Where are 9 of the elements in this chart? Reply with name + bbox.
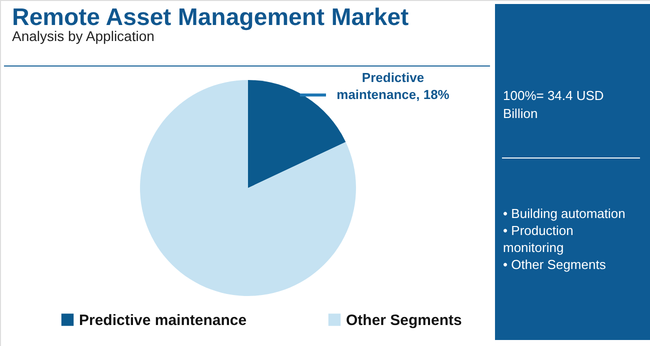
legend-label: Other Segments: [346, 312, 462, 329]
text: • Production monitoring: [503, 223, 574, 255]
text: • Other Segments: [503, 257, 606, 272]
text: • Building automation: [503, 206, 626, 221]
chart-title: Remote Asset Management Market: [12, 4, 409, 31]
legend-label: Predictive maintenance: [79, 312, 247, 329]
data-label: Predictive maintenance, 18%: [336, 70, 450, 102]
chart-subtitle: Analysis by Application: [12, 28, 154, 44]
text: 100%= 34.4 USD Billion: [503, 88, 604, 121]
